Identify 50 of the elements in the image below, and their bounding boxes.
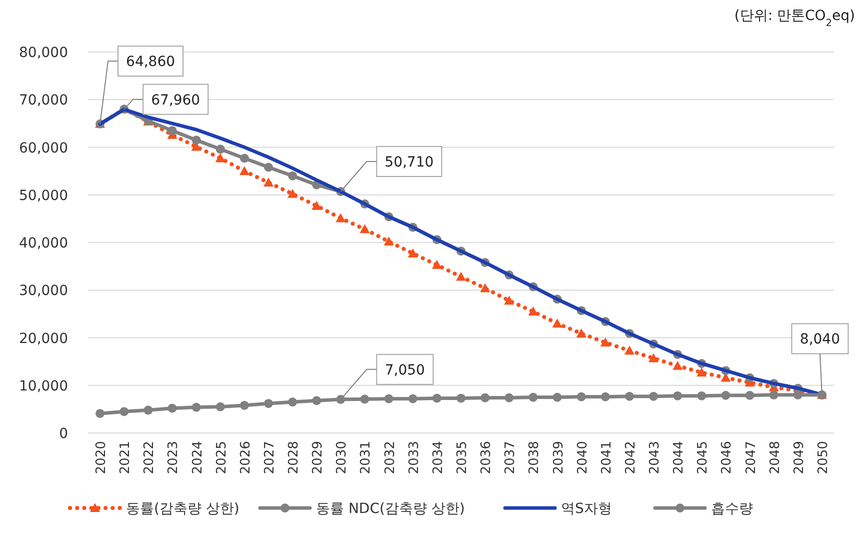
x-tick-label: 2035 bbox=[455, 441, 470, 474]
x-tick-label: 2042 bbox=[623, 441, 638, 474]
x-tick-label: 2034 bbox=[430, 441, 446, 474]
x-tick-label: 2025 bbox=[214, 441, 230, 474]
y-tick-label: 70,000 bbox=[19, 92, 68, 109]
y-tick-label: 80,000 bbox=[19, 45, 68, 61]
y-tick-label: 30,000 bbox=[19, 283, 68, 300]
x-tick-label: 2044 bbox=[672, 441, 687, 474]
legend-label: 역S자형 bbox=[561, 501, 612, 517]
x-tick-label: 2036 bbox=[479, 441, 494, 474]
x-tick-label: 2047 bbox=[744, 441, 759, 474]
x-tick-label: 2029 bbox=[310, 441, 326, 474]
data-label: 67,960 bbox=[151, 92, 200, 108]
x-tick-label: 2045 bbox=[696, 441, 711, 474]
x-tick-label: 2038 bbox=[527, 441, 542, 474]
y-tick-label: 50,000 bbox=[19, 188, 68, 204]
x-tick-label: 2032 bbox=[382, 441, 398, 474]
x-tick-label: 2046 bbox=[720, 441, 735, 474]
x-tick-label: 2043 bbox=[648, 441, 663, 474]
data-label: 8,040 bbox=[800, 332, 840, 348]
data-label: 7,050 bbox=[384, 362, 425, 378]
x-tick-label: 2031 bbox=[358, 441, 374, 474]
x-tick-label: 2050 bbox=[816, 441, 831, 474]
x-tick-label: 2040 bbox=[575, 441, 590, 474]
y-tick-label: 0 bbox=[59, 426, 68, 442]
x-tick-label: 2030 bbox=[334, 441, 350, 474]
x-tick-label: 2039 bbox=[551, 441, 566, 474]
x-tick-label: 2022 bbox=[142, 441, 158, 474]
legend-label: 동률(감축량 상한) bbox=[126, 501, 240, 517]
text: (단위: 만톤CO$_{2}$eq) bbox=[734, 8, 855, 28]
legend-label: 동률 NDC(감축량 상한) bbox=[316, 501, 465, 517]
x-tick-label: 2033 bbox=[406, 441, 422, 474]
x-tick-label: 2037 bbox=[503, 441, 518, 474]
y-tick-label: 20,000 bbox=[19, 330, 68, 347]
x-tick-label: 2041 bbox=[599, 441, 614, 474]
legend-label: 흡수량 bbox=[711, 501, 753, 517]
x-tick-label: 2048 bbox=[768, 441, 783, 474]
x-tick-label: 2026 bbox=[238, 441, 254, 474]
x-tick-label: 2049 bbox=[792, 441, 807, 474]
x-tick-label: 2021 bbox=[118, 441, 134, 474]
x-tick-label: 2028 bbox=[286, 441, 302, 474]
x-tick-label: 2024 bbox=[190, 441, 206, 474]
y-tick-label: 60,000 bbox=[19, 140, 68, 156]
y-tick-label: 40,000 bbox=[19, 236, 68, 252]
x-tick-label: 2020 bbox=[94, 441, 110, 474]
y-tick-label: 10,000 bbox=[19, 378, 68, 394]
x-tick-label: 2023 bbox=[166, 441, 182, 474]
data-label: 64,860 bbox=[126, 54, 176, 70]
data-label: 50,710 bbox=[384, 154, 434, 170]
x-tick-label: 2027 bbox=[262, 441, 278, 474]
